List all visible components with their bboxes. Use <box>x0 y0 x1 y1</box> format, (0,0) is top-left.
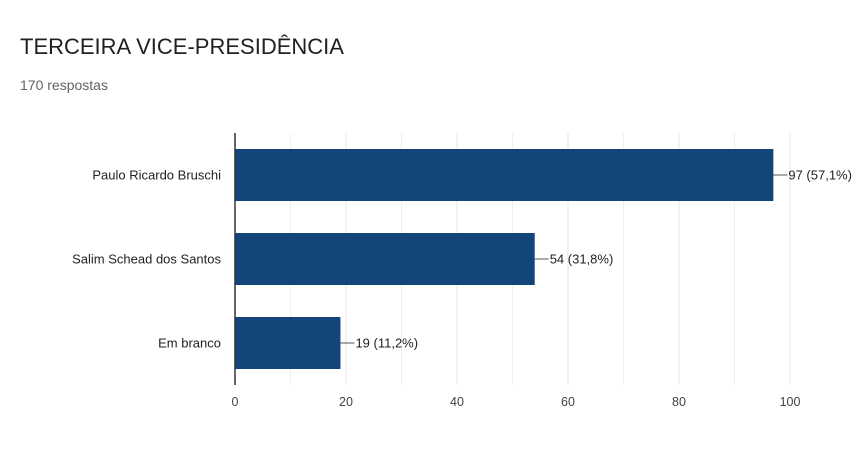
data-label: 19 (11,2%) <box>355 336 418 351</box>
category-label: Paulo Ricardo Bruschi <box>92 168 221 183</box>
response-count: 170 respostas <box>20 77 108 93</box>
bar <box>235 149 774 201</box>
x-tick-label: 40 <box>450 395 464 409</box>
data-label: 97 (57,1%) <box>788 168 852 183</box>
chart-title: TERCEIRA VICE-PRESIDÊNCIA <box>20 34 344 59</box>
x-tick-label: 100 <box>780 395 801 409</box>
category-label: Salim Schead dos Santos <box>72 252 221 267</box>
data-label: 54 (31,8%) <box>550 252 614 267</box>
x-tick-label: 80 <box>672 395 686 409</box>
category-label: Em branco <box>158 336 221 351</box>
bar <box>235 317 341 369</box>
x-tick-label: 60 <box>561 395 575 409</box>
x-tick-label: 20 <box>339 395 353 409</box>
x-tick-label: 0 <box>232 395 239 409</box>
bar <box>235 233 535 285</box>
